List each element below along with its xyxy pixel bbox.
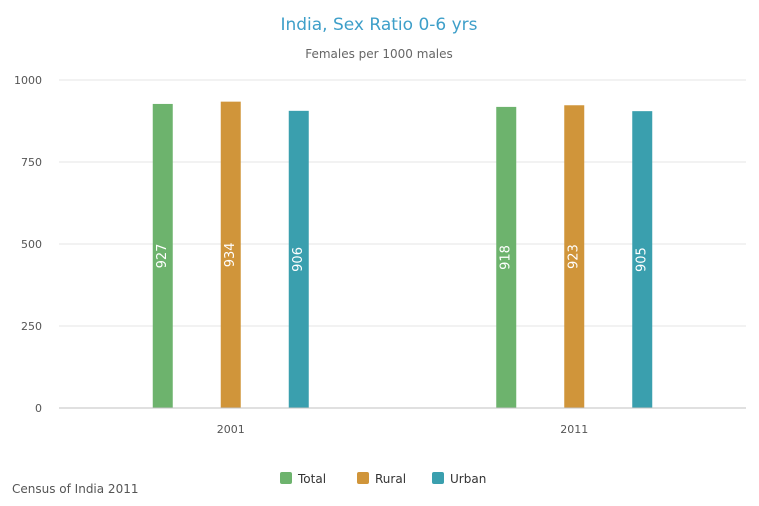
legend-label: Rural: [375, 472, 406, 486]
legend-label: Total: [297, 472, 326, 486]
bar-total-2001[interactable]: [152, 103, 173, 408]
legend-item-urban[interactable]: Urban: [432, 472, 486, 486]
data-label: 918: [499, 245, 514, 270]
y-tick-label: 0: [35, 402, 42, 415]
data-label: 905: [635, 247, 650, 272]
bar-rural-2011[interactable]: [564, 105, 585, 409]
legend-item-total[interactable]: Total: [280, 472, 326, 486]
gridlines: [59, 79, 746, 327]
bar-urban-2001[interactable]: [288, 110, 309, 408]
y-tick-label: 500: [21, 238, 42, 251]
x-category-label: 2011: [560, 423, 588, 436]
x-category-label: 2001: [217, 423, 245, 436]
legend-item-rural[interactable]: Rural: [357, 472, 406, 486]
bars: [152, 101, 653, 409]
data-label: 906: [291, 247, 306, 272]
data-label: 927: [155, 244, 170, 269]
legend-label: Urban: [450, 472, 486, 486]
legend-swatch: [432, 472, 444, 484]
data-labels: 927 934 906 918 923 905: [155, 242, 650, 272]
y-tick-label: 250: [21, 320, 42, 333]
data-label: 934: [223, 242, 238, 267]
chart-subtitle: Females per 1000 males: [305, 47, 453, 61]
legend-swatch: [280, 472, 292, 484]
legend[interactable]: Total Rural Urban: [280, 472, 486, 486]
y-axis-ticks: 0 250 500 750 1000: [14, 74, 42, 415]
data-label: 923: [567, 244, 582, 269]
y-tick-label: 1000: [14, 74, 42, 87]
bar-rural-2001[interactable]: [220, 101, 241, 408]
bar-total-2011[interactable]: [496, 106, 517, 409]
x-axis-categories: 2001 2011: [217, 423, 589, 436]
bar-urban-2011[interactable]: [632, 111, 653, 408]
chart-credit: Census of India 2011: [12, 482, 138, 496]
chart-title: India, Sex Ratio 0-6 yrs: [280, 15, 477, 35]
legend-swatch: [357, 472, 369, 484]
y-tick-label: 750: [21, 156, 42, 169]
